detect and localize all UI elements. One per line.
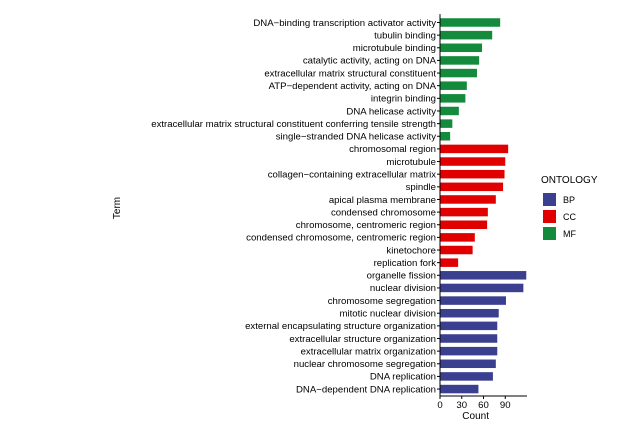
legend-swatch-cc [543,210,556,223]
bar-bp [440,346,498,356]
term-label: external encapsulating structure organiz… [245,321,436,332]
x-tick-label: 0 [437,400,442,411]
axes: 0 30 60 90 Count Term [112,14,527,422]
bar-bp [440,296,506,305]
bar-bp [440,308,499,318]
legend-label-bp: BP [563,195,575,205]
bar-cc [440,233,475,242]
bar-mf [440,18,501,27]
bar-cc [440,258,459,267]
bar-mf [440,106,459,116]
bars-layer [440,18,527,394]
bar-cc [440,207,488,217]
bar-mf [440,43,483,53]
term-label: DNA−dependent DNA replication [296,384,436,395]
bar-cc [440,157,506,166]
bar-cc [440,195,496,204]
bar-mf [440,94,466,103]
bar-mf [440,68,477,78]
legend-label-mf: MF [563,229,576,239]
term-label: kinetochore [386,245,436,256]
term-label: mitotic nuclear division [339,309,436,320]
term-label: single−stranded DNA helicase activity [276,132,436,143]
term-label: DNA−binding transcription activator acti… [253,18,436,29]
bar-mf [440,132,451,141]
term-label: condensed chromosome [331,207,436,218]
term-label: microtubule [386,157,436,168]
bar-mf [440,81,467,90]
term-label: extracellular matrix organization [301,346,436,357]
term-label: apical plasma membrane [329,195,436,206]
legend: ONTOLOGY BP CC MF [541,175,598,240]
x-tick-label: 90 [500,400,511,411]
bar-cc [440,220,488,229]
term-label: nuclear division [370,283,436,294]
bar-bp [440,321,498,331]
term-label: chromosomal region [349,144,436,155]
term-label: DNA replication [370,372,436,383]
bar-bp [440,359,496,369]
term-label: spindle [406,182,436,193]
term-label: condensed chromosome, centromeric region [246,233,436,244]
term-label: ATP−dependent activity, acting on DNA [269,81,437,92]
x-tick-label: 30 [456,400,467,411]
term-label: tubulin binding [374,30,436,41]
bar-cc [440,169,505,179]
bar-mf [440,30,493,40]
legend-label-cc: CC [563,212,576,222]
term-label: DNA helicase activity [346,106,436,117]
x-tick-label: 60 [478,400,489,411]
term-label: replication fork [374,258,437,269]
legend-title: ONTOLOGY [541,175,598,186]
term-label: extracellular structure organization [289,334,436,345]
term-label: collagen−containing extracellular matrix [268,169,436,180]
x-axis-label: Count [462,411,489,422]
term-label: catalytic activity, acting on DNA [303,56,437,67]
bar-bp [440,283,524,293]
term-label: extracellular matrix structural constitu… [151,119,436,130]
y-axis-label: Term [112,197,123,219]
bar-cc [440,144,509,154]
term-label: integrin binding [371,94,436,105]
bar-bp [440,372,493,381]
term-labels: DNA−binding transcription activator acti… [151,18,440,395]
legend-swatch-bp [543,193,556,206]
bar-bp [440,384,479,394]
bar-bp [440,271,527,280]
x-ticks: 0 30 60 90 [437,396,511,411]
bar-cc [440,245,473,255]
term-label: extracellular matrix structural constitu… [264,68,436,79]
bar-bp [440,334,498,343]
term-label: chromosome, centromeric region [296,220,436,231]
legend-swatch-mf [543,227,556,240]
term-label: chromosome segregation [328,296,436,307]
term-label: nuclear chromosome segregation [294,359,436,370]
bar-mf [440,119,453,128]
term-label: microtubule binding [353,43,436,54]
term-label: organelle fission [367,271,436,282]
bar-mf [440,56,480,65]
bar-cc [440,182,504,192]
